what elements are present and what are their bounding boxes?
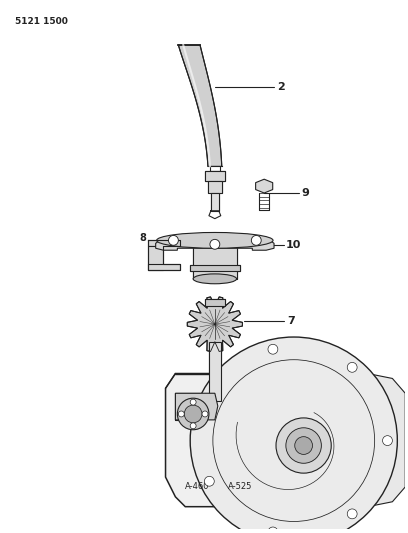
Circle shape bbox=[383, 435, 392, 446]
Polygon shape bbox=[209, 342, 221, 401]
Circle shape bbox=[190, 399, 196, 405]
Polygon shape bbox=[178, 45, 222, 166]
Polygon shape bbox=[148, 264, 180, 270]
Polygon shape bbox=[208, 181, 222, 193]
Text: 2: 2 bbox=[277, 83, 285, 92]
Polygon shape bbox=[256, 179, 273, 193]
Polygon shape bbox=[175, 393, 218, 420]
Circle shape bbox=[347, 509, 357, 519]
Polygon shape bbox=[148, 246, 162, 270]
Circle shape bbox=[276, 418, 331, 473]
Text: 9: 9 bbox=[302, 188, 310, 198]
Polygon shape bbox=[205, 298, 225, 306]
Polygon shape bbox=[156, 237, 274, 250]
Ellipse shape bbox=[157, 232, 273, 248]
Circle shape bbox=[169, 236, 178, 245]
Circle shape bbox=[210, 239, 220, 249]
Text: 10: 10 bbox=[286, 240, 301, 251]
Text: 7: 7 bbox=[287, 316, 295, 326]
Polygon shape bbox=[166, 374, 392, 507]
Polygon shape bbox=[211, 193, 219, 211]
Polygon shape bbox=[148, 240, 180, 246]
Circle shape bbox=[204, 477, 214, 486]
Text: 8: 8 bbox=[139, 233, 146, 244]
Circle shape bbox=[184, 405, 202, 423]
Text: A-525: A-525 bbox=[228, 482, 252, 491]
Circle shape bbox=[268, 527, 278, 533]
Circle shape bbox=[204, 395, 214, 405]
Circle shape bbox=[286, 428, 322, 463]
Polygon shape bbox=[187, 297, 242, 351]
Text: 5121 1500: 5121 1500 bbox=[15, 18, 67, 27]
Circle shape bbox=[190, 423, 196, 429]
Circle shape bbox=[268, 344, 278, 354]
Circle shape bbox=[202, 411, 208, 417]
Circle shape bbox=[190, 337, 397, 533]
Polygon shape bbox=[190, 265, 239, 271]
Ellipse shape bbox=[193, 274, 237, 284]
Circle shape bbox=[177, 398, 209, 430]
Circle shape bbox=[295, 437, 313, 455]
Circle shape bbox=[251, 236, 261, 245]
Circle shape bbox=[178, 411, 184, 417]
Circle shape bbox=[347, 362, 357, 372]
Polygon shape bbox=[368, 374, 405, 507]
Text: A-460: A-460 bbox=[185, 482, 210, 491]
Polygon shape bbox=[193, 247, 237, 279]
Polygon shape bbox=[205, 171, 225, 181]
